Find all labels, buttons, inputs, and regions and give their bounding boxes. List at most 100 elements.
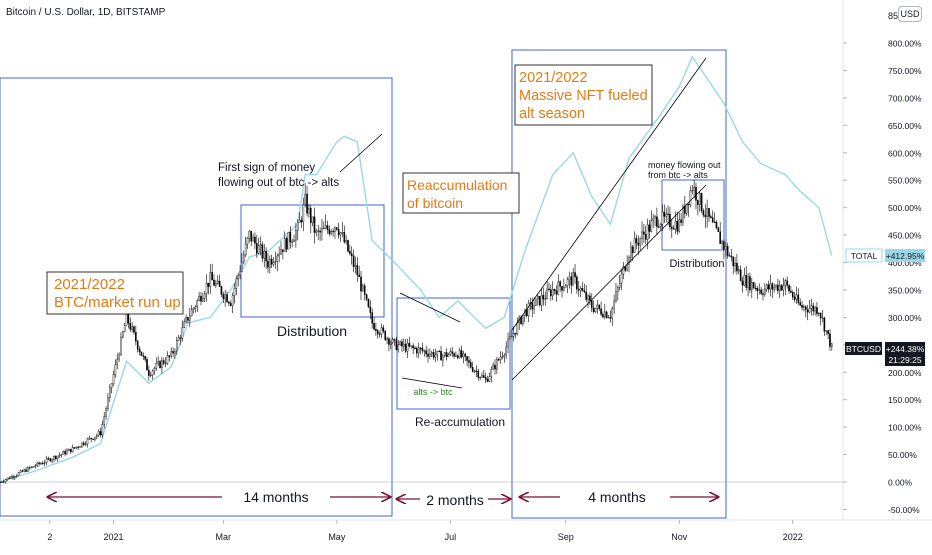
candle — [371, 308, 373, 329]
reaccumulation-box[interactable] — [396, 297, 511, 410]
candle — [389, 339, 392, 350]
candle — [579, 286, 582, 298]
candle — [447, 352, 450, 358]
candle — [270, 254, 273, 269]
candle — [669, 206, 671, 230]
candle — [399, 340, 401, 347]
candle — [231, 292, 234, 313]
candle — [280, 240, 282, 256]
candle — [788, 284, 790, 294]
candle — [717, 226, 720, 233]
candle — [228, 300, 230, 307]
candle — [68, 448, 70, 451]
candle — [829, 329, 831, 351]
candle — [654, 214, 656, 227]
candle — [693, 179, 695, 199]
candle — [287, 231, 290, 250]
candle — [546, 280, 548, 300]
candle — [691, 184, 694, 195]
candle — [53, 455, 55, 463]
candle — [233, 283, 236, 304]
candle — [711, 210, 714, 224]
candle — [45, 455, 48, 466]
candle — [261, 241, 264, 263]
candle — [479, 376, 481, 381]
candle — [641, 221, 643, 246]
candle — [211, 263, 213, 281]
candle — [635, 234, 638, 250]
run-up-frame[interactable] — [0, 77, 393, 517]
candle — [19, 469, 22, 474]
candle — [730, 248, 733, 262]
reaccumulation-label-line1: Reaccumulation — [407, 177, 507, 193]
candle — [226, 291, 228, 303]
candle — [55, 455, 57, 461]
candle — [672, 225, 675, 230]
candle — [795, 286, 798, 304]
total-line — [0, 55, 833, 483]
currency-button[interactable]: USD — [898, 6, 922, 22]
candle — [410, 345, 413, 349]
candle — [6, 477, 9, 481]
candle — [56, 455, 59, 462]
candle — [566, 277, 569, 294]
candle — [38, 461, 40, 467]
candle — [82, 441, 85, 447]
candle — [652, 214, 654, 228]
candle — [484, 372, 487, 383]
nft-season-frame[interactable] — [511, 49, 727, 519]
x-tick-label: 2021 — [104, 532, 124, 542]
price-axis[interactable]: 800.00% 750.00% 700.00% 650.00% 600.00% 550.0… — [843, 39, 922, 515]
candle — [732, 256, 735, 275]
candle — [293, 234, 295, 243]
candle — [516, 317, 519, 336]
candle — [4, 479, 7, 484]
distribution-box-1[interactable] — [240, 204, 385, 318]
candle — [791, 290, 794, 301]
candle — [499, 351, 502, 364]
candle — [412, 343, 414, 354]
candle — [311, 216, 314, 227]
candle — [764, 283, 766, 297]
candle — [449, 348, 452, 357]
candle — [187, 316, 189, 324]
candle — [510, 328, 513, 338]
candle — [252, 233, 254, 242]
candle — [388, 336, 390, 352]
candle — [559, 280, 561, 292]
total-tag-value: +412.95% — [886, 251, 925, 261]
total-series — [0, 55, 833, 483]
candle — [133, 325, 135, 335]
candle — [797, 288, 800, 306]
candle — [542, 287, 545, 306]
candle — [25, 467, 27, 473]
candle — [522, 315, 524, 327]
x-tick-label: May — [328, 532, 346, 542]
candle — [295, 222, 297, 248]
candle — [380, 323, 383, 339]
candle — [587, 294, 589, 308]
candle — [321, 218, 323, 241]
time-axis[interactable]: 2 2021 Mar May Jul Sep Nov 2022 — [47, 520, 803, 542]
candle — [812, 302, 815, 316]
candle — [458, 347, 461, 359]
candle — [386, 336, 388, 345]
candle — [272, 256, 275, 267]
candle — [406, 338, 409, 358]
candle — [609, 310, 612, 323]
candle — [172, 347, 174, 358]
candle — [481, 372, 483, 379]
x-tick-label: Jul — [445, 532, 457, 542]
candle — [81, 442, 83, 449]
y-tick-label: 150.00% — [888, 395, 922, 405]
candle — [23, 468, 25, 473]
candle — [28, 466, 31, 470]
candle — [354, 256, 357, 274]
candle — [332, 228, 334, 237]
candle — [300, 216, 303, 228]
candle — [596, 299, 599, 315]
candle — [382, 325, 385, 334]
candle — [95, 433, 98, 440]
